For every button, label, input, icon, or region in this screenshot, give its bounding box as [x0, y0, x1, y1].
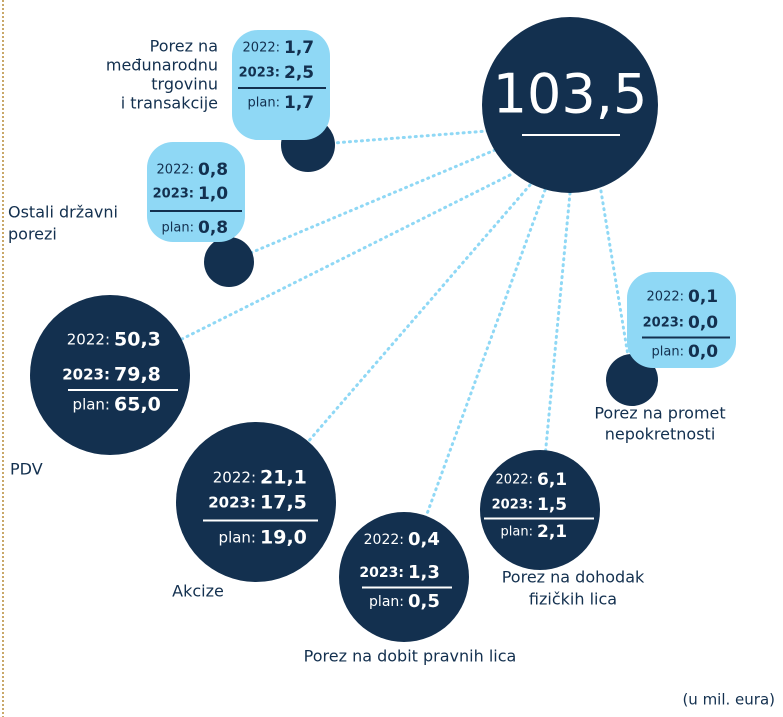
- plan-value: 0,5: [408, 591, 440, 612]
- plan-label: plan:: [73, 396, 110, 414]
- y2022-label: 2022:: [213, 469, 256, 487]
- y2023-label: 2023:: [208, 494, 256, 512]
- tax-box: [232, 30, 330, 140]
- y2023-value: 1,0: [198, 184, 228, 204]
- y2023-label: 2023:: [239, 66, 280, 81]
- y2023-value: 0,0: [688, 313, 718, 333]
- y2023-label: 2023:: [62, 366, 110, 384]
- y2022-value: 6,1: [537, 470, 567, 490]
- tax-name: Porez na: [150, 37, 218, 56]
- y2023-label: 2023:: [492, 498, 533, 513]
- connector: [598, 183, 634, 382]
- tax-circle: [204, 237, 254, 287]
- plan-value: 19,0: [260, 527, 307, 549]
- total-circle: [482, 17, 658, 193]
- connector: [402, 188, 547, 579]
- tax-name: Porez na dobit pravnih lica: [304, 647, 517, 666]
- plan-label: plan:: [162, 221, 194, 236]
- y2022-label: 2022:: [67, 331, 110, 349]
- tax-name: Porez na dohodak: [502, 568, 645, 587]
- y2023-label: 2023:: [643, 316, 684, 331]
- y2023-value: 17,5: [260, 492, 307, 514]
- tax-name: međunarodnu: [106, 56, 218, 75]
- y2022-label: 2022:: [647, 290, 684, 305]
- tax-box: [627, 272, 736, 368]
- y2022-label: 2022:: [157, 163, 194, 178]
- tax-name: nepokretnosti: [605, 425, 716, 444]
- plan-value: 0,0: [688, 342, 718, 362]
- tax-circle: [176, 422, 336, 582]
- tax-name: i transakcije: [121, 94, 218, 113]
- plan-value: 65,0: [114, 394, 161, 416]
- y2023-value: 79,8: [114, 364, 161, 386]
- tax-circle: [606, 354, 658, 406]
- tax-name: Ostali državni: [8, 203, 118, 222]
- connector: [227, 148, 497, 264]
- y2022-label: 2022:: [364, 532, 404, 548]
- y2022-label: 2022:: [496, 473, 533, 488]
- plan-value: 2,1: [537, 522, 567, 542]
- tax-name: Akcize: [172, 582, 224, 601]
- y2022-label: 2022:: [243, 41, 280, 56]
- tax-circle: [339, 512, 469, 642]
- plan-label: plan:: [219, 529, 256, 547]
- tax-circle: [30, 295, 190, 455]
- y2022-value: 50,3: [114, 329, 161, 351]
- y2022-value: 21,1: [260, 467, 307, 489]
- plan-label: plan:: [248, 96, 280, 111]
- y2022-value: 0,4: [408, 529, 440, 550]
- y2023-label: 2023:: [359, 565, 404, 581]
- plan-label: plan:: [369, 594, 404, 610]
- y2023-value: 1,3: [408, 562, 440, 583]
- y2023-label: 2023:: [153, 187, 194, 202]
- plan-label: plan:: [501, 525, 533, 540]
- y2022-value: 0,1: [688, 287, 718, 307]
- connector: [306, 128, 502, 147]
- tax-box: [147, 142, 245, 242]
- unit-note: (u mil. eura): [682, 691, 775, 709]
- y2023-value: 2,5: [284, 63, 314, 83]
- tax-name: trgovinu: [151, 75, 218, 94]
- plan-value: 1,7: [284, 93, 314, 113]
- plan-label: plan:: [652, 345, 684, 360]
- tax-name: PDV: [10, 460, 43, 479]
- plan-value: 0,8: [198, 218, 228, 238]
- tax-name: Porez na promet: [594, 404, 725, 423]
- y2023-value: 1,5: [537, 495, 567, 515]
- tax-name: fizičkih lica: [529, 590, 617, 609]
- y2022-value: 0,8: [198, 160, 228, 180]
- total-value: 103,5: [493, 63, 648, 126]
- tax-circle: [480, 450, 600, 570]
- y2022-value: 1,7: [284, 38, 314, 58]
- tax-name: porezi: [8, 225, 57, 244]
